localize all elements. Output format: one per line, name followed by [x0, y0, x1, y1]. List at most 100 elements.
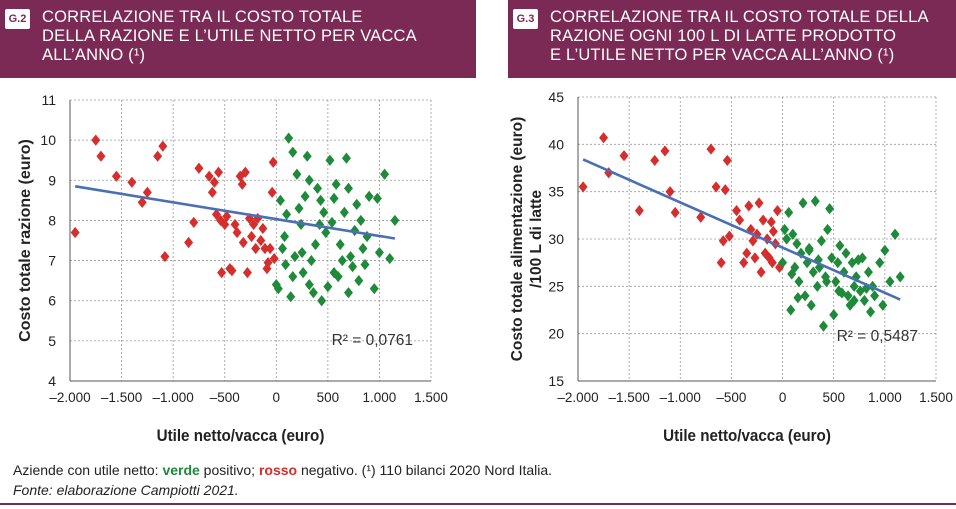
- data-point-negative: [768, 225, 778, 238]
- data-point-positive: [316, 194, 326, 206]
- data-point-positive: [297, 246, 307, 259]
- data-point-positive: [812, 280, 822, 292]
- data-point-positive: [350, 224, 360, 237]
- data-point-negative: [189, 216, 199, 229]
- data-point-positive: [837, 287, 847, 299]
- data-point-positive: [878, 299, 888, 311]
- data-point-positive: [348, 260, 358, 273]
- x-tick-label: –500: [210, 390, 240, 405]
- x-tick-label: –500: [716, 390, 746, 405]
- data-point-negative: [660, 145, 670, 157]
- data-point-negative: [207, 186, 217, 198]
- data-point-negative: [258, 222, 268, 235]
- y-tick-label: 11: [41, 92, 56, 108]
- data-point-negative: [718, 235, 728, 247]
- data-point-positive: [277, 242, 287, 255]
- data-point-negative: [235, 170, 245, 182]
- x-tick-label: 1.000: [363, 390, 397, 405]
- data-point-positive: [304, 174, 314, 186]
- y-tick-label: 20: [548, 326, 564, 342]
- data-point-positive: [344, 287, 353, 299]
- data-point-negative: [237, 178, 247, 190]
- data-point-negative: [739, 257, 749, 269]
- data-point-positive: [855, 285, 865, 297]
- data-point-positive: [280, 230, 290, 243]
- data-point-positive: [792, 238, 802, 250]
- data-point-positive: [851, 271, 861, 283]
- data-point-positive: [286, 291, 296, 303]
- r-squared-label: R² = 0,0761: [332, 332, 413, 349]
- footer-middle: positivo;: [199, 462, 259, 478]
- x-tick-label: –2.000: [557, 390, 598, 405]
- data-point-positive: [822, 276, 832, 288]
- data-point-positive: [374, 246, 384, 259]
- data-point-positive: [839, 266, 849, 278]
- footer-prefix: Aziende con utile netto:: [13, 462, 163, 478]
- data-point-positive: [327, 216, 337, 229]
- data-point-positive: [313, 182, 323, 194]
- y-tick-label: 15: [548, 373, 564, 389]
- data-point-positive: [794, 276, 804, 288]
- data-point-positive: [786, 304, 796, 316]
- data-point-positive: [890, 228, 900, 240]
- data-point-positive: [304, 279, 314, 291]
- y-tick-label: 6: [48, 293, 56, 309]
- chart-2-title: CORRELAZIONE TRA IL COSTO TOTALE DELLA R…: [550, 8, 950, 65]
- trend-line: [74, 185, 396, 240]
- data-point-negative: [209, 176, 219, 188]
- data-point-negative: [744, 200, 754, 212]
- data-point-positive: [321, 226, 331, 239]
- chart-1-header: G.2 CORRELAZIONE TRA IL COSTO TOTALE DEL…: [0, 0, 476, 78]
- data-point-negative: [217, 267, 227, 279]
- r-squared-label: R² = 0,5487: [837, 328, 918, 345]
- y-tick-label: 4: [48, 373, 56, 389]
- x-tick-label: 0: [273, 390, 281, 405]
- data-point-negative: [160, 250, 170, 263]
- data-point-positive: [885, 276, 895, 288]
- data-point-negative: [260, 242, 270, 255]
- data-point-positive: [385, 252, 395, 265]
- data-point-negative: [767, 257, 777, 269]
- data-point-positive: [302, 150, 312, 162]
- data-point-positive: [796, 247, 806, 259]
- data-point-positive: [331, 178, 341, 190]
- data-point-positive: [859, 294, 869, 307]
- y-tick-label: 45: [548, 89, 564, 105]
- chart-1-title-line: CORRELAZIONE TRA IL COSTO TOTALE: [42, 8, 363, 26]
- data-point-negative: [735, 214, 745, 226]
- data-point-positive: [880, 244, 890, 256]
- data-point-positive: [875, 257, 885, 269]
- data-point-positive: [849, 280, 859, 292]
- data-point-negative: [238, 236, 248, 249]
- data-point-negative: [766, 216, 776, 228]
- x-tick-label: –2.000: [49, 390, 90, 405]
- data-point-positive: [833, 257, 843, 269]
- data-point-negative: [760, 247, 770, 259]
- footer-green-word: verde: [162, 462, 200, 478]
- data-point-positive: [788, 228, 798, 240]
- data-point-positive: [825, 203, 835, 215]
- data-point-negative: [758, 214, 768, 226]
- x-tick-label: 1.000: [868, 390, 902, 405]
- data-point-negative: [268, 156, 278, 168]
- data-point-positive: [780, 223, 790, 236]
- data-point-negative: [750, 252, 760, 264]
- footer-red-word: rosso: [258, 462, 298, 478]
- data-point-positive: [344, 182, 353, 194]
- y-axis-label: Costo totale razione (euro): [17, 139, 34, 342]
- footer-suffix: negativo. (¹) 110 bilanci 2020 Nord Ital…: [297, 462, 553, 478]
- x-tick-label: 1.500: [919, 390, 953, 405]
- data-point-positive: [829, 309, 839, 321]
- data-point-positive: [895, 271, 905, 283]
- data-point-positive: [273, 283, 283, 295]
- data-point-negative: [764, 252, 774, 264]
- data-point-negative: [670, 206, 680, 219]
- data-point-positive: [288, 146, 298, 158]
- data-point-negative: [732, 205, 742, 217]
- data-point-negative: [222, 210, 232, 223]
- data-point-positive: [870, 290, 880, 302]
- data-point-negative: [158, 140, 168, 152]
- data-point-positive: [866, 306, 876, 318]
- data-point-negative: [232, 226, 242, 239]
- data-point-positive: [323, 281, 333, 293]
